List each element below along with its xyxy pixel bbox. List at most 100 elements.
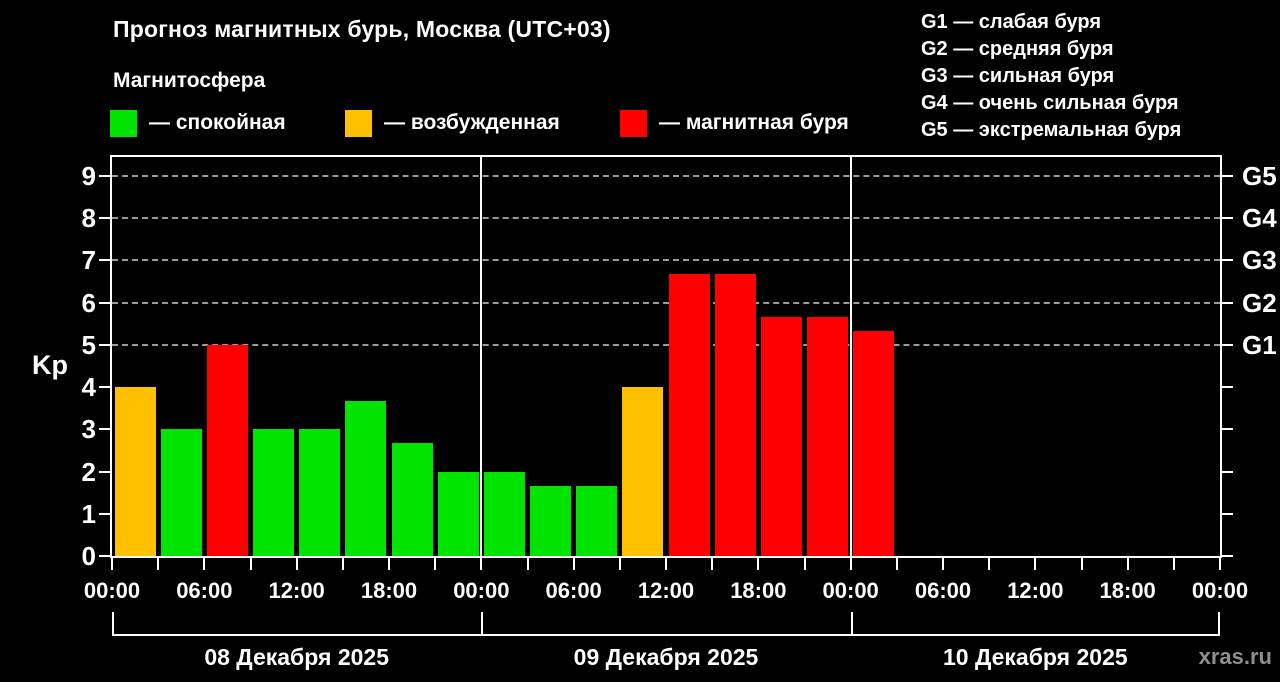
- kp-bar: [760, 316, 802, 556]
- y-axis-tick: [99, 470, 110, 473]
- legend-label-storm: — магнитная буря: [659, 111, 849, 134]
- y-axis-label: 6: [81, 287, 96, 318]
- kp-gridline: [112, 343, 1220, 346]
- legend-item-storm: — магнитная буря: [620, 108, 849, 138]
- kp-bar: [206, 344, 248, 556]
- g-level-label: G5: [1242, 161, 1277, 191]
- right-axis-tick: [1222, 555, 1233, 557]
- kp-bar: [114, 387, 156, 556]
- kp-gridline: [112, 301, 1220, 304]
- x-axis-tick: [849, 558, 852, 570]
- right-axis-tick: [1222, 259, 1233, 262]
- right-axis-tick: [1222, 470, 1233, 473]
- g-scale-line-g3: G3 — сильная буря: [921, 65, 1115, 87]
- x-axis-tick: [618, 558, 621, 570]
- time-label: 12:00: [1007, 578, 1064, 603]
- x-axis-tick: [388, 558, 390, 570]
- x-axis-tick: [803, 558, 806, 570]
- x-axis-tick: [1219, 558, 1221, 570]
- time-label: 00:00: [453, 578, 510, 603]
- time-label: 18:00: [360, 578, 418, 603]
- y-axis-tick: [99, 386, 110, 389]
- right-axis-tick: [1222, 386, 1233, 389]
- time-label: 00:00: [83, 578, 141, 603]
- time-label: 06:00: [176, 578, 233, 603]
- x-axis-tick: [665, 558, 667, 570]
- right-axis-tick: [1222, 343, 1233, 346]
- y-axis-tick: [99, 555, 110, 557]
- legend-item-excited: — возбужденная: [345, 108, 560, 138]
- right-axis-tick: [1222, 175, 1233, 177]
- kp-bar: [483, 471, 525, 556]
- kp-axis-title: Kp: [32, 350, 68, 380]
- y-axis-tick: [99, 512, 110, 515]
- storm-swatch-icon: [620, 109, 647, 137]
- g-scale-line-g2: G2 — средняя буря: [921, 38, 1114, 60]
- day-bracket-tick: [481, 612, 484, 636]
- y-axis-label: 9: [81, 161, 96, 191]
- watermark: xras.ru: [1198, 644, 1272, 669]
- y-axis-label: 1: [81, 498, 96, 529]
- time-label: 12:00: [637, 578, 695, 603]
- x-axis-tick: [757, 558, 760, 570]
- y-axis-tick: [99, 259, 110, 262]
- x-axis-tick: [295, 558, 298, 570]
- kp-bar: [622, 387, 664, 556]
- y-axis-label: 4: [81, 372, 96, 403]
- kp-bar: [345, 401, 387, 556]
- chart-subtitle: Магнитосфера: [113, 69, 266, 92]
- day-bracket-tick: [850, 612, 853, 636]
- kp-bar: [807, 316, 849, 556]
- time-label: 18:00: [1099, 578, 1156, 603]
- x-axis-tick: [895, 558, 898, 570]
- x-axis-tick: [157, 558, 160, 570]
- x-axis-tick: [1126, 558, 1129, 570]
- y-axis-label: 8: [81, 203, 96, 234]
- x-axis-tick: [942, 558, 944, 570]
- y-axis-tick: [99, 175, 110, 177]
- x-axis-tick: [711, 558, 714, 570]
- x-axis-tick: [1080, 558, 1083, 570]
- date-label: 10 Декабря 2025: [942, 644, 1128, 670]
- excited-swatch-icon: [345, 109, 372, 137]
- g-level-label: G2: [1242, 287, 1277, 318]
- g-scale-line-g4: G4 — очень сильная буря: [921, 92, 1179, 114]
- y-axis-label: 7: [81, 245, 96, 276]
- kp-gridline: [112, 259, 1220, 262]
- g-scale-line-g5: G5 — экстремальная буря: [921, 119, 1182, 141]
- y-axis-label: 2: [81, 456, 96, 487]
- g-level-label: G3: [1242, 245, 1277, 276]
- kp-bar: [437, 471, 479, 556]
- kp-bar: [253, 429, 295, 556]
- kp-bar: [160, 429, 202, 556]
- day-divider-line: [849, 157, 852, 556]
- legend-item-quiet: — спокойная: [110, 108, 286, 138]
- date-label: 09 Декабря 2025: [573, 644, 759, 670]
- time-label: 18:00: [730, 578, 787, 603]
- plot-area: 0 1 2 3 4 5 6 7 8 9 G1 G2 G3 G4 G5 Kp 00:00 06:00 12:00 18:…: [32, 155, 1277, 670]
- legend-label-excited: — возбужденная: [384, 111, 560, 134]
- page-title: Прогноз магнитных бурь, Москва (UTC+03): [113, 16, 611, 42]
- day-bracket-tick: [1218, 612, 1220, 636]
- x-axis-tick: [572, 558, 575, 570]
- right-axis-tick: [1222, 512, 1233, 515]
- time-label: 00:00: [822, 578, 879, 603]
- kp-bar: [299, 429, 341, 556]
- y-axis-tick: [99, 301, 110, 304]
- day-bracket-line: [112, 634, 1220, 636]
- x-axis-tick: [203, 558, 206, 570]
- x-axis-tick: [1034, 558, 1037, 570]
- y-axis-tick: [99, 343, 110, 346]
- right-axis-tick: [1222, 428, 1233, 431]
- x-axis-tick: [249, 558, 252, 570]
- g-level-label: G4: [1242, 203, 1277, 234]
- kp-bar: [576, 485, 618, 556]
- kp-gridline: [112, 175, 1220, 177]
- x-axis-tick: [1172, 558, 1175, 570]
- quiet-swatch-icon: [110, 109, 137, 137]
- y-axis-label: 0: [81, 541, 96, 571]
- kp-bar: [853, 330, 895, 556]
- legend-label-quiet: — спокойная: [149, 111, 286, 134]
- x-axis-tick: [480, 558, 483, 570]
